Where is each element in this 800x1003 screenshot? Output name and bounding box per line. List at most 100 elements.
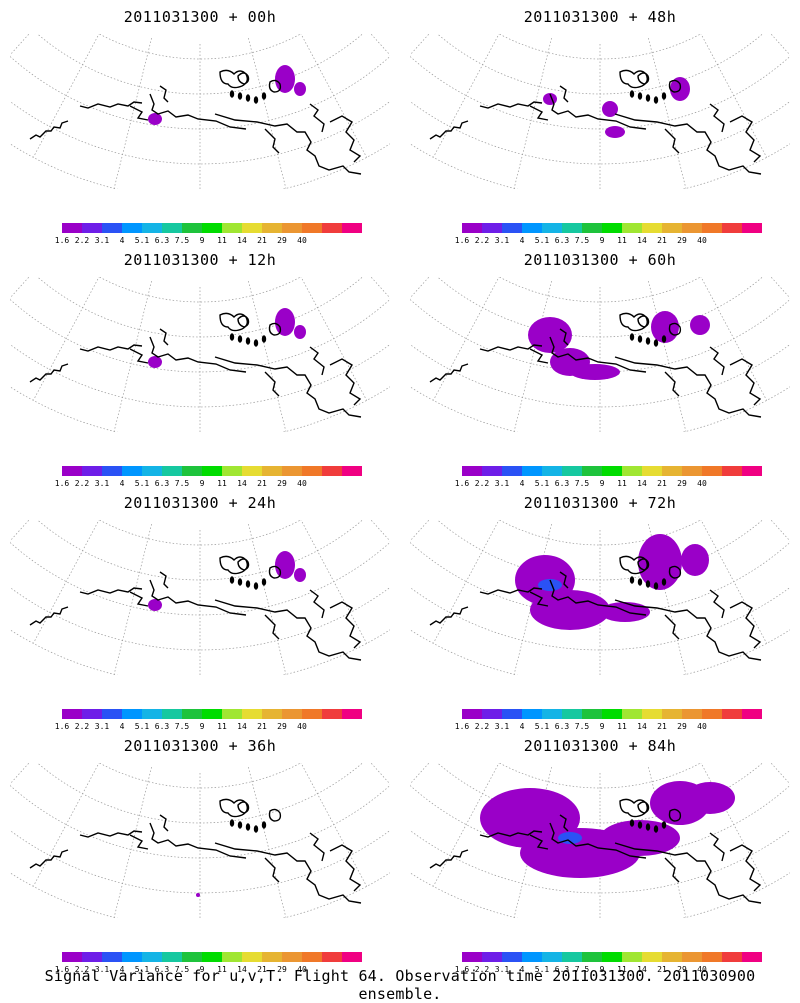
latitude-line [37,34,363,95]
colorbar-tick-label: 11 [617,479,627,488]
colorbar-swatch [742,466,762,476]
colorbar-tick-label: 29 [677,479,687,488]
variance-blob [528,317,572,353]
colorbar-tick-label: 4 [119,722,125,731]
colorbar-swatch [502,223,522,233]
polar-map [410,34,790,189]
colorbar-tick-label: 9 [599,479,605,488]
colorbar-swatch [342,952,362,962]
colorbar-tick-label: 11 [217,722,227,731]
longitude-line [300,277,368,401]
colorbar-swatch [582,709,602,719]
longitude-line [300,34,368,158]
variance-field [543,77,690,138]
island [668,79,682,93]
colorbar-swatch [82,223,102,233]
colorbar-swatch [142,952,162,962]
colorbar-tick-label: 9 [599,965,605,974]
colorbar-swatch [82,952,102,962]
map-panel: 2011031300 + 72h 1.6 2.2 3.1 4 5.1 6.3 7.5 9 11 14… [400,486,800,731]
variance-field [528,311,710,380]
colorbar-tick-label: 5.1 [134,722,150,731]
variance-blob [294,325,306,339]
figure-caption: Signal Variance for u,v,T. Flight 64. Ob… [44,967,756,1003]
colorbar-swatch [242,466,262,476]
lake [629,333,635,341]
colorbar-tick-label: 2.2 [74,479,90,488]
colorbar-tick-label: 4 [119,479,125,488]
colorbar-tick-label: 6.3 [154,236,170,245]
panel-title: 2011031300 + 48h [523,8,677,26]
variance-blob [294,82,306,96]
longitude-line [248,281,287,432]
colorbar-swatch [482,709,502,719]
colorbar-swatch [322,952,342,962]
colorbar-tick-label: 9 [199,479,205,488]
variance-blob [148,599,162,611]
longitude-line [410,277,430,299]
colorbar [62,223,362,233]
colorbar-labels: 1.6 2.2 3.1 4 5.1 6.3 7.5 9 11 14 21 29 40 [455,722,762,732]
longitude-line [432,34,500,158]
colorbar-tick-label: 5.1 [534,236,550,245]
colorbar-tick-label: 9 [199,965,205,974]
colorbar-swatch [502,466,522,476]
colorbar-swatch [622,952,642,962]
colorbar-swatch [322,709,342,719]
island [637,801,650,814]
variance-blob [605,126,625,138]
coastline [479,587,543,595]
coastline [214,599,362,661]
colorbar-tick-label: 40 [297,722,307,731]
coastline [79,101,143,109]
colorbar-swatch [222,466,242,476]
lake [245,337,251,345]
coastline [614,599,762,661]
colorbar-tick-label: 40 [297,236,307,245]
colorbar-swatch [722,709,742,719]
coastline [159,814,169,832]
coastlines [29,312,362,418]
colorbar-swatch [642,952,662,962]
coastline [559,85,569,103]
map-panel: 2011031300 + 12h 1.6 2.2 3.1 4 5.1 6.3 7.5 9 11 14… [0,243,400,488]
coastline [79,830,143,838]
colorbar-tick-label: 4 [519,965,525,974]
colorbar-labels: 1.6 2.2 3.1 4 5.1 6.3 7.5 9 11 14 21 29 40 [455,479,762,489]
colorbar-swatch [542,952,562,962]
lake [637,335,643,343]
island [619,555,649,575]
colorbar-swatch [222,952,242,962]
coastline [559,571,569,589]
island [619,798,649,818]
island [268,79,282,93]
colorbar-tick-label: 4 [519,236,525,245]
colorbar-swatch [202,223,222,233]
longitude-line [513,38,552,189]
polar-map [410,277,790,432]
colorbar-swatch [142,223,162,233]
colorbar-swatch [342,466,362,476]
longitude-line [410,520,430,542]
panel-title: 2011031300 + 84h [523,737,677,755]
colorbar-swatch [682,952,702,962]
colorbar-swatch [462,223,482,233]
colorbar-swatch [242,952,262,962]
colorbar-swatch [342,709,362,719]
map-panel: 2011031300 + 24h 1.6 2.2 3.1 4 5.1 6.3 7.5 9 11 14… [0,486,400,731]
variance-blob [600,820,680,856]
coastline [529,834,549,850]
colorbar-tick-label: 1.6 [54,236,70,245]
lake [653,582,659,590]
coastline [549,336,647,373]
coastline [214,113,362,175]
colorbar-tick-label: 11 [617,965,627,974]
colorbar-swatch [502,709,522,719]
colorbar-swatch [222,223,242,233]
island [668,322,682,336]
colorbar-swatch [82,709,102,719]
colorbar-tick-label: 5.1 [134,479,150,488]
lake [629,90,635,98]
variance-blob [275,551,295,579]
longitude-line [370,520,390,542]
